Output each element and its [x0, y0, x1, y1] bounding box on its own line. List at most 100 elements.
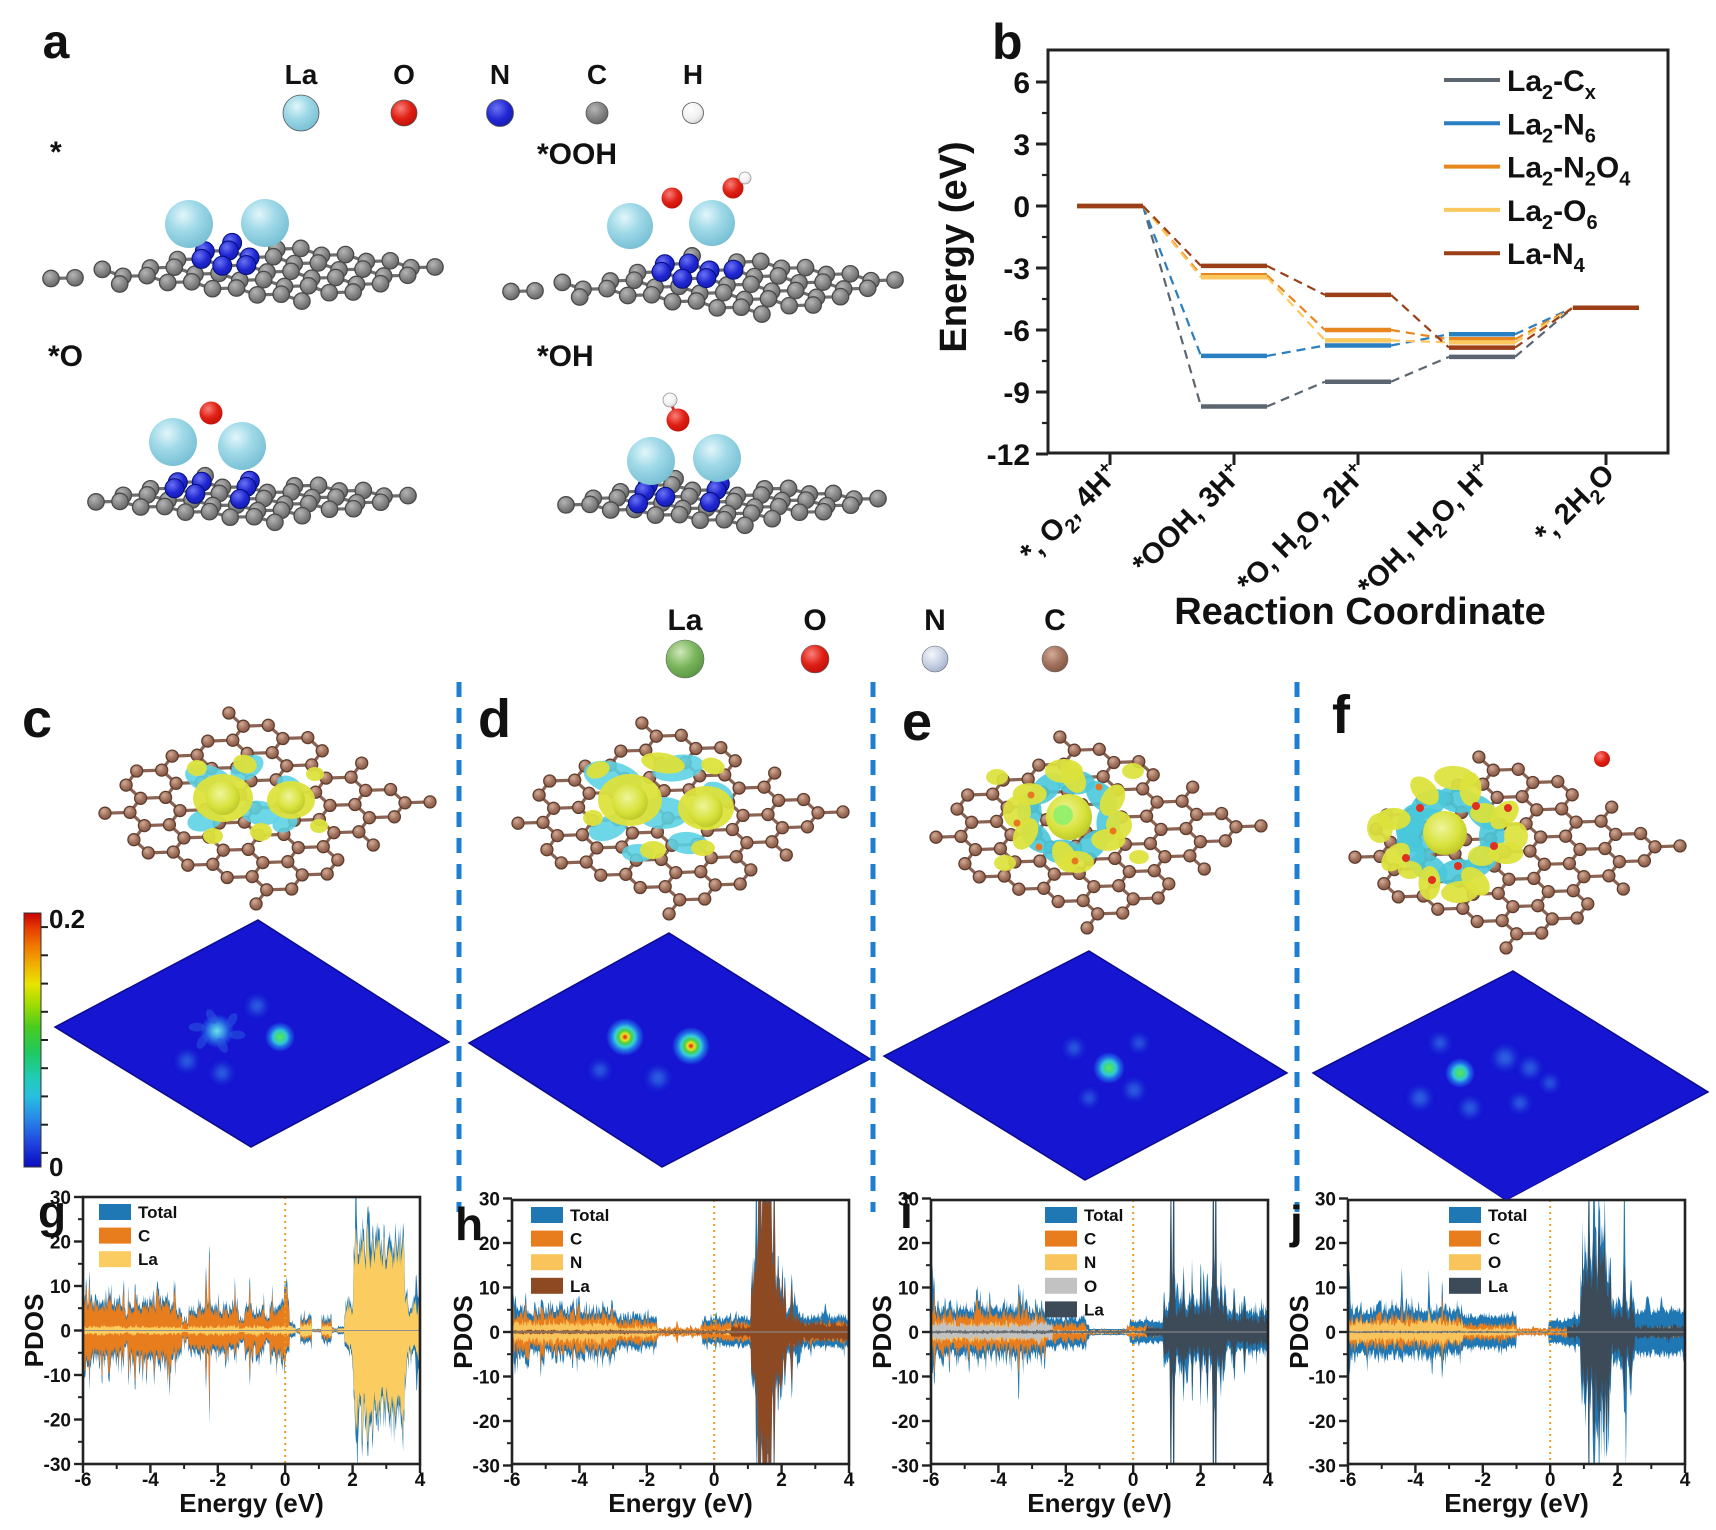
svg-text:La2​-Cx​: La2​-Cx​ — [1507, 65, 1596, 104]
svg-text:*OH: *OH — [537, 340, 594, 373]
svg-text:b: b — [992, 14, 1023, 70]
svg-text:10: 10 — [898, 1279, 919, 1300]
svg-text:0: 0 — [1325, 1323, 1336, 1344]
svg-text:0: 0 — [1545, 1470, 1556, 1491]
svg-text:C: C — [587, 59, 607, 90]
svg-text:-10: -10 — [892, 1368, 919, 1389]
svg-text:Total: Total — [1488, 1206, 1527, 1225]
svg-text:Reaction Coordinate: Reaction Coordinate — [1174, 591, 1546, 633]
svg-text:0: 0 — [49, 1152, 63, 1182]
svg-text:N: N — [1084, 1253, 1096, 1272]
svg-text:C: C — [1044, 604, 1066, 637]
svg-text:Total: Total — [1084, 1206, 1123, 1225]
svg-text:La: La — [570, 1277, 590, 1296]
svg-text:4: 4 — [844, 1470, 855, 1491]
svg-text:-30: -30 — [473, 1457, 500, 1478]
svg-text:La: La — [667, 604, 702, 637]
svg-text:-2: -2 — [638, 1470, 655, 1491]
svg-text:-20: -20 — [473, 1412, 500, 1433]
svg-text:-10: -10 — [473, 1368, 500, 1389]
svg-text:4: 4 — [1263, 1470, 1274, 1491]
svg-text:O: O — [803, 604, 826, 637]
svg-text:4: 4 — [1680, 1470, 1691, 1491]
svg-text:30: 30 — [479, 1190, 500, 1211]
svg-text:-10: -10 — [1309, 1368, 1336, 1389]
svg-text:10: 10 — [50, 1277, 71, 1298]
svg-text:0: 0 — [1128, 1470, 1139, 1491]
svg-text:*OOH: *OOH — [537, 138, 617, 171]
svg-text:O: O — [1084, 1277, 1097, 1296]
svg-text:h: h — [455, 1198, 483, 1250]
svg-text:PDOS: PDOS — [448, 1295, 478, 1369]
svg-text:2: 2 — [1195, 1470, 1206, 1491]
svg-text:-20: -20 — [44, 1411, 71, 1432]
svg-text:-10: -10 — [44, 1366, 71, 1387]
svg-text:-30: -30 — [44, 1455, 71, 1476]
svg-text:*: * — [50, 136, 62, 169]
svg-text:O: O — [393, 59, 415, 90]
svg-text:O: O — [1488, 1253, 1501, 1272]
svg-text:-6: -6 — [504, 1470, 521, 1491]
svg-text:e: e — [902, 692, 932, 752]
svg-text:30: 30 — [1315, 1190, 1336, 1211]
svg-text:-6: -6 — [75, 1470, 92, 1491]
svg-text:-6: -6 — [923, 1470, 940, 1491]
svg-text:0: 0 — [908, 1323, 919, 1344]
svg-text:La: La — [1488, 1277, 1508, 1296]
svg-text:20: 20 — [479, 1234, 500, 1255]
svg-text:Total: Total — [570, 1206, 609, 1225]
svg-text:-30: -30 — [1309, 1457, 1336, 1478]
svg-text:La: La — [138, 1250, 158, 1269]
svg-text:-9: -9 — [1003, 377, 1030, 410]
svg-text:Energy (eV): Energy (eV) — [1027, 1488, 1172, 1518]
svg-text:-6: -6 — [1003, 315, 1030, 348]
svg-text:-2: -2 — [209, 1470, 226, 1491]
svg-text:C: C — [1084, 1230, 1096, 1249]
svg-text:30: 30 — [898, 1190, 919, 1211]
svg-text:0: 0 — [489, 1323, 500, 1344]
svg-text:Energy (eV): Energy (eV) — [933, 141, 975, 352]
svg-text:-2: -2 — [1057, 1470, 1074, 1491]
svg-text:-12: -12 — [987, 439, 1030, 472]
svg-text:i: i — [900, 1186, 913, 1238]
svg-text:PDOS: PDOS — [19, 1294, 49, 1368]
svg-text:-4: -4 — [571, 1470, 588, 1491]
svg-text:20: 20 — [50, 1233, 71, 1254]
svg-text:0.2: 0.2 — [49, 904, 85, 934]
svg-text:-4: -4 — [1407, 1470, 1424, 1491]
svg-text:La-N4​: La-N4​ — [1507, 238, 1586, 277]
svg-text:2: 2 — [347, 1470, 358, 1491]
svg-text:f: f — [1332, 685, 1351, 745]
svg-text:20: 20 — [898, 1234, 919, 1255]
svg-text:0: 0 — [1013, 191, 1030, 224]
svg-text:N: N — [924, 604, 946, 637]
svg-text:0: 0 — [709, 1470, 720, 1491]
svg-text:C: C — [570, 1230, 582, 1249]
svg-text:-2: -2 — [1474, 1470, 1491, 1491]
svg-text:C: C — [1488, 1230, 1500, 1249]
svg-text:N: N — [570, 1253, 582, 1272]
svg-text:C: C — [138, 1227, 150, 1246]
svg-text:PDOS: PDOS — [867, 1295, 897, 1369]
svg-text:Energy (eV): Energy (eV) — [608, 1488, 753, 1518]
svg-text:4: 4 — [415, 1470, 426, 1491]
svg-text:Energy (eV): Energy (eV) — [1444, 1488, 1589, 1518]
svg-text:0: 0 — [60, 1322, 71, 1343]
svg-text:-30: -30 — [892, 1457, 919, 1478]
svg-text:10: 10 — [1315, 1279, 1336, 1300]
svg-text:-3: -3 — [1003, 253, 1030, 286]
svg-text:Total: Total — [138, 1203, 177, 1222]
svg-text:g: g — [38, 1186, 66, 1238]
svg-text:-20: -20 — [1309, 1412, 1336, 1433]
svg-text:30: 30 — [50, 1188, 71, 1209]
svg-text:a: a — [43, 16, 70, 69]
svg-text:PDOS: PDOS — [1284, 1295, 1314, 1369]
svg-text:0: 0 — [280, 1470, 291, 1491]
svg-text:La: La — [285, 59, 318, 90]
svg-text:La2​-N2​O4​: La2​-N2​O4​ — [1507, 152, 1631, 191]
svg-text:2: 2 — [1612, 1470, 1623, 1491]
svg-text:20: 20 — [1315, 1234, 1336, 1255]
svg-text:10: 10 — [479, 1279, 500, 1300]
svg-text:d: d — [478, 689, 511, 749]
svg-text:c: c — [22, 689, 52, 749]
